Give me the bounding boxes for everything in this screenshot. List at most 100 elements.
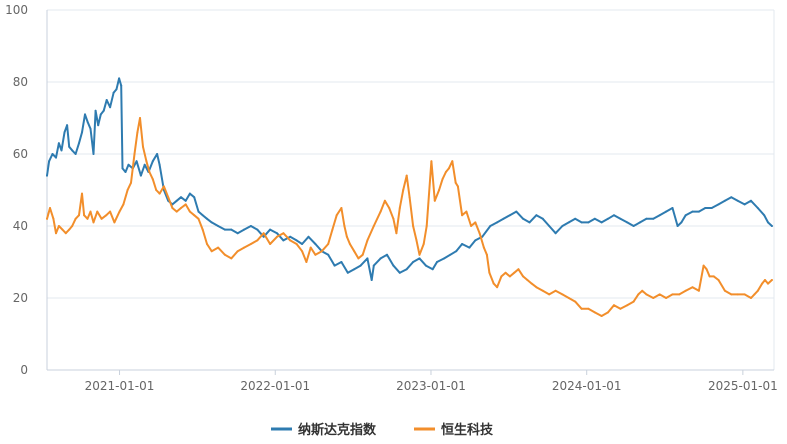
data-point (652, 297, 655, 299)
data-point (626, 221, 629, 224)
data-point (314, 243, 317, 245)
data-point (438, 189, 441, 191)
data-point (619, 217, 622, 220)
data-point (508, 275, 511, 278)
x-tick-label: 2023-01-01 (396, 379, 466, 393)
data-point (658, 214, 661, 217)
data-point (48, 160, 51, 163)
data-point (83, 214, 86, 217)
data-point (201, 214, 204, 217)
data-point (485, 253, 488, 256)
data-point (151, 160, 154, 163)
data-point (548, 293, 551, 296)
data-point (180, 196, 182, 199)
data-point (710, 207, 713, 209)
legend-item-nasdaq[interactable]: 纳斯达克指数 (271, 422, 377, 438)
data-point (474, 221, 477, 224)
data-point (295, 239, 298, 242)
series-0-points (46, 77, 773, 281)
data-point (55, 232, 57, 235)
data-point (331, 228, 334, 231)
data-point (580, 307, 583, 310)
data-point (105, 214, 108, 217)
data-point (74, 217, 77, 220)
data-point (607, 217, 609, 220)
data-point (92, 153, 95, 155)
data-point (113, 221, 116, 224)
data-point (289, 235, 292, 238)
data-point (468, 246, 471, 249)
data-point (276, 232, 278, 235)
data-point (697, 289, 700, 292)
data-point (764, 279, 766, 281)
data-point (702, 264, 705, 267)
data-point (447, 167, 450, 170)
data-point (92, 221, 95, 224)
data-point (541, 289, 544, 292)
data-point (613, 214, 615, 217)
data-point (388, 207, 391, 209)
data-point (112, 91, 115, 94)
data-point (340, 261, 343, 263)
data-point (282, 232, 285, 235)
data-point (433, 199, 436, 202)
data-point (120, 84, 123, 87)
data-point (49, 207, 51, 209)
data-point (171, 207, 174, 209)
data-point (561, 225, 564, 227)
data-point (554, 232, 557, 235)
data-point (100, 217, 103, 220)
data-point (750, 297, 752, 299)
data-point (60, 149, 63, 152)
data-point (379, 210, 382, 213)
data-point (68, 145, 71, 148)
data-point (366, 257, 369, 260)
data-point (676, 225, 679, 227)
data-point (770, 279, 773, 281)
data-point (522, 217, 525, 220)
data-point (723, 289, 726, 292)
data-point (678, 293, 681, 296)
data-point (343, 225, 346, 227)
data-point (139, 117, 141, 119)
data-point (392, 264, 395, 267)
data-point (379, 257, 382, 260)
data-point (613, 304, 615, 307)
series-1-points (46, 117, 773, 317)
data-point (359, 264, 362, 267)
data-point (717, 203, 720, 206)
series-line-1 (46, 117, 773, 317)
data-point (418, 257, 421, 260)
x-tick-label: 2024-01-01 (552, 379, 622, 393)
data-point (71, 149, 74, 152)
legend-item-hstech[interactable]: 恒生科技 (414, 422, 494, 438)
data-point (188, 210, 191, 213)
data-point (619, 307, 622, 310)
series-line-0 (46, 77, 773, 281)
data-point (295, 243, 298, 245)
data-point (126, 189, 129, 191)
data-point (470, 225, 473, 227)
data-point (210, 250, 213, 253)
data-point (55, 156, 57, 159)
data-point (269, 228, 272, 231)
data-point (236, 232, 239, 235)
data-point (118, 210, 121, 213)
data-point (418, 253, 421, 256)
data-point (684, 214, 687, 217)
data-point (136, 131, 139, 134)
data-point (456, 185, 459, 188)
data-point (94, 109, 97, 112)
data-point (422, 243, 425, 245)
data-point (243, 246, 246, 249)
data-point (348, 243, 351, 245)
data-point (86, 217, 89, 220)
legend: 纳斯达克指数 恒生科技 (271, 422, 494, 438)
data-point (383, 199, 386, 202)
data-point (156, 153, 159, 155)
data-point (451, 160, 454, 163)
data-point (743, 203, 746, 206)
data-point (309, 246, 312, 249)
data-point (118, 77, 121, 80)
